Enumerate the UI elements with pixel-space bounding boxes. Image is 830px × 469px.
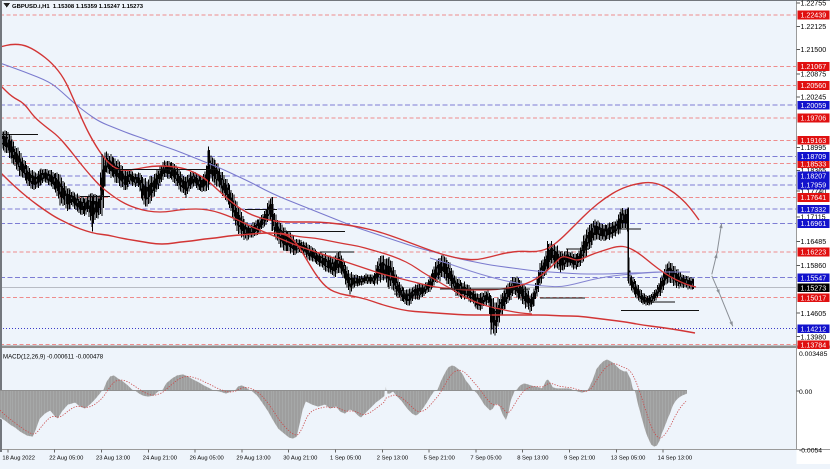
svg-text:1.14605: 1.14605 bbox=[801, 310, 827, 318]
svg-text:1.15547: 1.15547 bbox=[801, 274, 827, 282]
svg-text:22 Aug 05:00: 22 Aug 05:00 bbox=[49, 456, 83, 462]
svg-text:1.18207: 1.18207 bbox=[801, 173, 827, 181]
svg-text:1.19163: 1.19163 bbox=[801, 137, 827, 145]
svg-text:5 Sep 21:00: 5 Sep 21:00 bbox=[424, 456, 455, 462]
svg-text:1.19706: 1.19706 bbox=[801, 115, 827, 123]
svg-text:1.15017: 1.15017 bbox=[801, 294, 827, 302]
svg-text:1.18533: 1.18533 bbox=[801, 160, 827, 168]
svg-text:1.20560: 1.20560 bbox=[801, 82, 827, 90]
svg-text:1.17959: 1.17959 bbox=[801, 182, 827, 190]
svg-text:26 Aug 05:00: 26 Aug 05:00 bbox=[190, 456, 224, 462]
svg-text:1.21500: 1.21500 bbox=[801, 46, 827, 54]
svg-text:24 Aug 21:00: 24 Aug 21:00 bbox=[143, 456, 177, 462]
svg-text:1.22755: 1.22755 bbox=[801, 0, 827, 7]
svg-text:1.16485: 1.16485 bbox=[801, 238, 827, 246]
svg-text:1.15860: 1.15860 bbox=[801, 262, 827, 270]
svg-text:2 Sep 13:00: 2 Sep 13:00 bbox=[377, 456, 408, 462]
svg-text:14 Sep 13:00: 14 Sep 13:00 bbox=[658, 456, 693, 462]
svg-text:23 Aug 13:00: 23 Aug 13:00 bbox=[96, 456, 130, 462]
svg-text:1.20245: 1.20245 bbox=[801, 94, 827, 102]
svg-text:7 Sep 05:00: 7 Sep 05:00 bbox=[470, 456, 501, 462]
svg-text:GBPUSD.i,H1 1.15308 1.15359 1: GBPUSD.i,H1 1.15308 1.15359 1.15247 1.15… bbox=[12, 4, 144, 10]
svg-text:1.14212: 1.14212 bbox=[801, 325, 827, 333]
svg-text:1.20059: 1.20059 bbox=[801, 102, 827, 110]
svg-text:1.21067: 1.21067 bbox=[801, 63, 827, 71]
svg-text:13 Sep 05:00: 13 Sep 05:00 bbox=[611, 456, 646, 462]
svg-text:1.16223: 1.16223 bbox=[801, 249, 827, 257]
svg-text:1.16961: 1.16961 bbox=[801, 220, 827, 228]
svg-text:29 Aug 13:00: 29 Aug 13:00 bbox=[236, 456, 270, 462]
svg-text:1 Sep 05:00: 1 Sep 05:00 bbox=[330, 456, 361, 462]
svg-text:18 Aug 2022: 18 Aug 2022 bbox=[2, 456, 35, 462]
svg-text:-0.0054: -0.0054 bbox=[799, 448, 822, 455]
svg-text:1.13784: 1.13784 bbox=[801, 341, 827, 349]
svg-text:1.13980: 1.13980 bbox=[801, 333, 827, 341]
svg-text:1.17332: 1.17332 bbox=[801, 206, 827, 214]
svg-text:9 Sep 21:00: 9 Sep 21:00 bbox=[564, 456, 595, 462]
svg-text:30 Aug 21:00: 30 Aug 21:00 bbox=[283, 456, 317, 462]
svg-text:1.22439: 1.22439 bbox=[801, 12, 827, 20]
svg-text:8 Sep 13:00: 8 Sep 13:00 bbox=[517, 456, 548, 462]
svg-text:0.00: 0.00 bbox=[799, 389, 812, 396]
svg-text:1.18709: 1.18709 bbox=[801, 153, 827, 161]
svg-text:1.22125: 1.22125 bbox=[801, 23, 827, 31]
svg-text:1.17641: 1.17641 bbox=[801, 194, 827, 202]
svg-text:0.003485: 0.003485 bbox=[799, 351, 828, 358]
svg-text:1.20875: 1.20875 bbox=[801, 71, 827, 79]
svg-text:1.15273: 1.15273 bbox=[801, 284, 827, 292]
svg-text:1.18995: 1.18995 bbox=[801, 144, 827, 152]
svg-text:MACD(12,26,9) -0.000611 -0.000: MACD(12,26,9) -0.000611 -0.000478 bbox=[3, 353, 104, 360]
